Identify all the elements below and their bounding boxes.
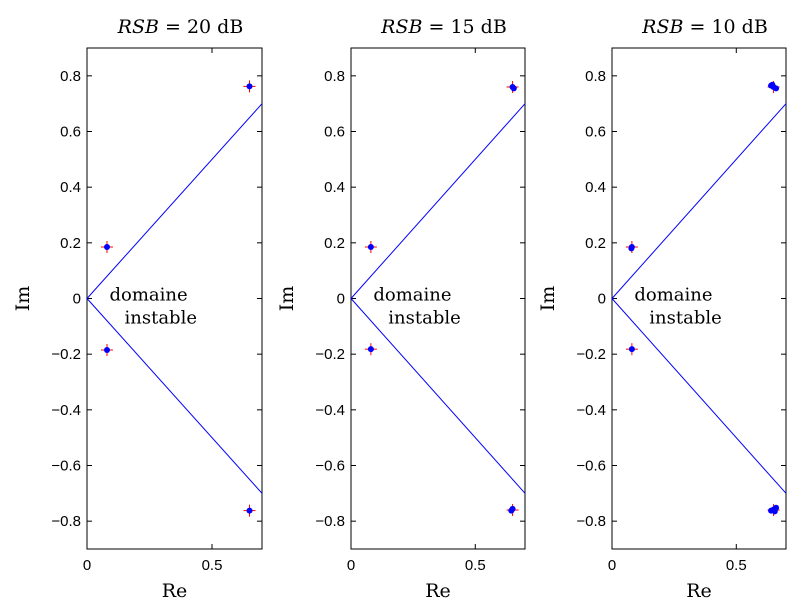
data-point-dot (769, 82, 775, 88)
annotation-line-1: domaine (634, 285, 712, 306)
y-tick-label: −0.6 (576, 458, 606, 475)
y-tick-label: 0 (73, 291, 81, 308)
annotation-line-2: instable (125, 308, 197, 329)
y-tick-label: 0 (337, 291, 345, 308)
subplot-title: RSB = 20 dB (117, 16, 244, 38)
title-variable: RSB (380, 16, 422, 38)
y-tick-label: −0.8 (576, 513, 606, 530)
x-axis-label: Re (162, 580, 188, 601)
data-point-dot (247, 83, 253, 89)
y-tick-label: 0.4 (324, 179, 345, 196)
subplot-3: −0.8 −0.6 −0.4 −0.2 0 0.2 0.4 0.6 0.8 0 0.5 domaine… (537, 16, 786, 601)
y-tick-label: 0.8 (60, 68, 81, 85)
y-tick-label: 0 (598, 291, 606, 308)
y-tick-label: −0.4 (576, 402, 606, 419)
y-tick-label: 0.8 (585, 68, 606, 85)
y-tick-label: 0.6 (60, 124, 81, 141)
data-point-dot (511, 85, 517, 91)
y-tick-label: −0.2 (576, 346, 606, 363)
y-tick-label: −0.4 (51, 402, 81, 419)
x-tick-label: 0 (347, 557, 355, 574)
x-axis-label: Re (425, 580, 451, 601)
y-tick-label: 0.8 (324, 68, 345, 85)
data-point-dot (772, 508, 778, 514)
y-axis-label: Im (12, 286, 34, 312)
title-value: = 20 dB (159, 16, 243, 38)
x-tick-label: 0 (608, 557, 616, 574)
stability-boundary-upper (612, 104, 786, 299)
data-point-dot (628, 245, 634, 251)
title-variable: RSB (117, 16, 159, 38)
x-tick-label: 0.5 (465, 557, 486, 574)
x-axis-label: Re (686, 580, 712, 601)
data-point-dot (104, 244, 110, 250)
x-tick-label: 0 (83, 557, 91, 574)
x-tick-label: 0.5 (202, 557, 223, 574)
y-tick-label: 0.6 (324, 124, 345, 141)
annotation-line-1: domaine (110, 285, 188, 306)
y-tick-label: 0.2 (585, 235, 606, 252)
y-tick-label: −0.6 (315, 458, 345, 475)
subplot-title: RSB = 15 dB (380, 16, 507, 38)
y-tick-label: 0.2 (60, 235, 81, 252)
y-tick-label: −0.4 (315, 402, 345, 419)
title-value: = 10 dB (683, 16, 767, 38)
annotation-line-2: instable (649, 308, 721, 329)
y-tick-label: 0.4 (585, 179, 606, 196)
y-tick-label: −0.8 (51, 513, 81, 530)
stability-boundary-upper (351, 104, 525, 299)
x-tick-label: 0.5 (726, 557, 747, 574)
y-axis-label: Im (537, 286, 559, 312)
data-point-dot (368, 346, 374, 352)
y-axis-label: Im (276, 286, 298, 312)
y-tick-label: −0.8 (315, 513, 345, 530)
title-variable: RSB (641, 16, 683, 38)
subplot-title: RSB = 10 dB (641, 16, 768, 38)
y-tick-label: 0.4 (60, 179, 81, 196)
subplot-2: −0.8 −0.6 −0.4 −0.2 0 0.2 0.4 0.6 0.8 0 0.5 domaine… (276, 16, 525, 601)
title-value: = 15 dB (422, 16, 506, 38)
y-tick-label: −0.2 (315, 346, 345, 363)
stability-boundary-upper (87, 104, 262, 299)
data-point-dot (510, 506, 516, 512)
data-point-dot (247, 508, 253, 514)
y-tick-label: 0.6 (585, 124, 606, 141)
y-tick-label: 0.2 (324, 235, 345, 252)
subplot-1: −0.8 −0.6 −0.4 −0.2 0 0.2 0.4 0.6 0.8 0 0.5 domaine… (12, 16, 262, 601)
data-point-dot (368, 244, 374, 250)
y-tick-label: −0.2 (51, 346, 81, 363)
data-point-dot (629, 346, 635, 352)
annotation-line-2: instable (388, 308, 460, 329)
data-point-dot (104, 347, 110, 353)
y-tick-label: −0.6 (51, 458, 81, 475)
annotation-line-1: domaine (373, 285, 451, 306)
